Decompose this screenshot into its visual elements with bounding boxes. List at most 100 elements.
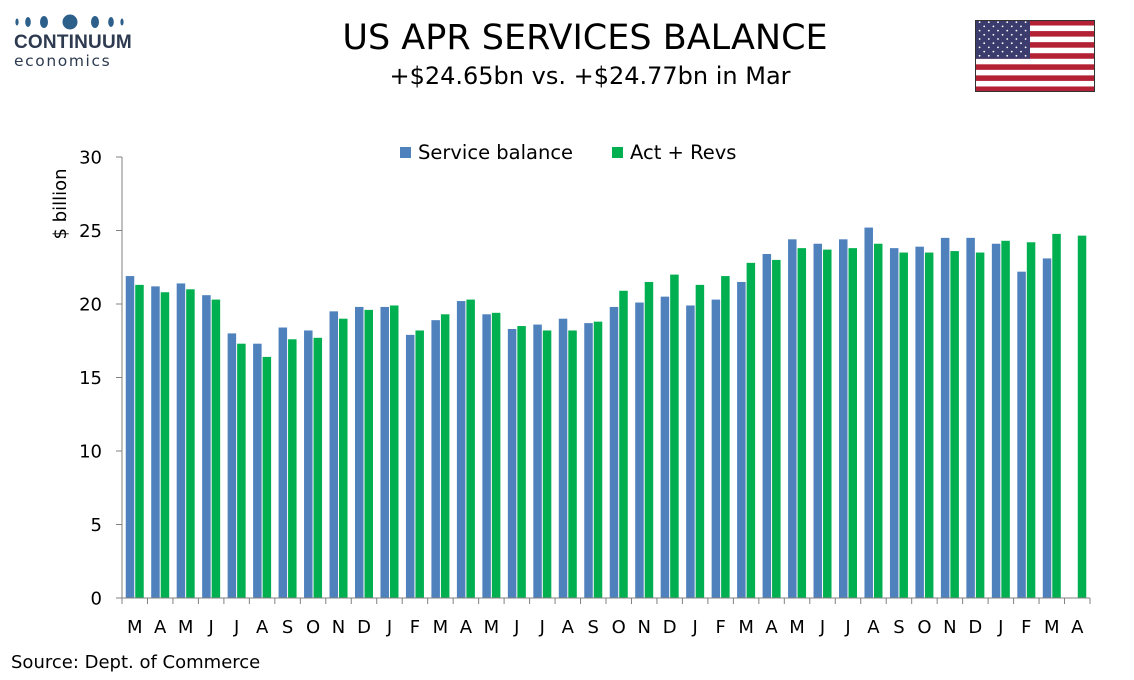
- bar-act-revs: [593, 321, 603, 598]
- bar-service-balance: [329, 311, 339, 598]
- x-tick-label: F: [715, 617, 725, 638]
- bar-act-revs: [1077, 235, 1087, 598]
- bar-service-balance: [940, 237, 950, 598]
- bar-act-revs: [389, 305, 399, 598]
- us-flag-icon: [975, 20, 1095, 92]
- bar-service-balance: [762, 254, 772, 598]
- bar-service-balance: [125, 276, 135, 598]
- y-tick-label: 30: [79, 148, 102, 169]
- bar-act-revs: [924, 252, 934, 599]
- x-tick-label: A: [562, 617, 575, 638]
- x-tick-label: J: [819, 617, 825, 638]
- bar-service-balance: [202, 295, 211, 598]
- continuum-logo: CONTINUUM economics: [14, 14, 144, 70]
- x-tick-label: J: [844, 617, 850, 638]
- x-tick-label: A: [256, 617, 269, 638]
- x-tick-label: J: [692, 617, 698, 638]
- bar-service-balance: [151, 286, 160, 598]
- x-tick-label: M: [178, 617, 194, 638]
- x-tick-label: J: [513, 617, 519, 638]
- bar-act-revs: [262, 356, 272, 598]
- x-tick-label: J: [539, 617, 545, 638]
- bar-act-revs: [186, 289, 195, 598]
- bar-act-revs: [1026, 242, 1036, 598]
- bar-act-revs: [772, 259, 781, 598]
- bar-act-revs: [542, 330, 552, 598]
- legend-swatch-service-balance: [400, 147, 411, 158]
- y-tick-label: 20: [79, 295, 102, 316]
- x-tick-label: D: [663, 617, 677, 638]
- bar-act-revs: [746, 262, 756, 598]
- bar-service-balance: [558, 318, 568, 598]
- chart-subtitle: +$24.65bn vs. +$24.77bn in Mar: [389, 62, 791, 90]
- bar-service-balance: [1017, 271, 1026, 598]
- x-tick-label: D: [968, 617, 982, 638]
- y-tick-label: 5: [91, 515, 102, 536]
- x-tick-label: M: [738, 617, 754, 638]
- bar-act-revs: [823, 249, 832, 599]
- bar-act-revs: [517, 326, 526, 598]
- legend-label-service-balance: Service balance: [418, 141, 573, 164]
- bar-service-balance: [253, 343, 262, 598]
- bar-act-revs: [721, 276, 730, 598]
- bar-service-balance: [991, 243, 1001, 599]
- bar-act-revs: [288, 339, 297, 598]
- y-tick-label: 10: [79, 442, 102, 463]
- bar-act-revs: [313, 337, 323, 598]
- bar-service-balance: [176, 283, 186, 598]
- x-tick-label: M: [484, 617, 500, 638]
- x-tick-label: S: [893, 617, 904, 638]
- x-tick-label: O: [917, 617, 931, 638]
- bar-act-revs: [339, 318, 348, 598]
- bar-service-balance: [227, 333, 237, 598]
- chart-title: US APR SERVICES BALANCE: [342, 18, 828, 58]
- y-axis-label: $ billion: [50, 168, 71, 239]
- bar-service-balance: [609, 306, 619, 598]
- bar-service-balance: [635, 302, 644, 598]
- logo-subtitle: economics: [14, 52, 112, 70]
- x-tick-label: N: [332, 617, 345, 638]
- bar-act-revs: [466, 299, 475, 598]
- bar-service-balance: [1042, 258, 1052, 598]
- bar-service-balance: [737, 281, 746, 598]
- bar-service-balance: [507, 328, 517, 598]
- x-tick-label: M: [789, 617, 805, 638]
- bar-act-revs: [237, 343, 246, 598]
- bar-service-balance: [915, 246, 924, 599]
- bar-act-revs: [848, 248, 857, 598]
- bar-act-revs: [975, 252, 985, 599]
- x-tick-label: O: [612, 617, 626, 638]
- x-tick-label: M: [1044, 617, 1060, 638]
- logo-name: CONTINUUM: [14, 32, 132, 53]
- bar-service-balance: [788, 239, 797, 598]
- legend-label-act-revs: Act + Revs: [630, 141, 736, 164]
- x-tick-label: J: [386, 617, 392, 638]
- y-tick-label: 15: [79, 368, 102, 389]
- bar-act-revs: [797, 248, 807, 598]
- x-tick-label: A: [867, 617, 880, 638]
- x-tick-label: M: [433, 617, 449, 638]
- bar-act-revs: [440, 314, 450, 598]
- x-tick-label: A: [1071, 617, 1084, 638]
- x-tick-label: A: [765, 617, 778, 638]
- bar-act-revs: [160, 292, 170, 598]
- bar-act-revs: [491, 312, 501, 598]
- bar-act-revs: [619, 290, 628, 598]
- x-tick-label: N: [943, 617, 956, 638]
- bar-service-balance: [456, 301, 466, 598]
- bar-service-balance: [584, 323, 593, 598]
- bar-service-balance: [431, 320, 440, 598]
- bar-service-balance: [278, 327, 288, 598]
- x-tick-label: F: [410, 617, 420, 638]
- bar-service-balance: [711, 299, 721, 598]
- bar-act-revs: [1001, 240, 1010, 599]
- bar-act-revs: [568, 330, 577, 598]
- bar-service-balance: [966, 237, 975, 598]
- x-tick-label: O: [306, 617, 320, 638]
- bar-act-revs: [211, 299, 221, 598]
- bar-service-balance: [304, 330, 313, 598]
- bar-act-revs: [670, 274, 679, 598]
- bar-act-revs: [644, 281, 654, 598]
- y-tick-label: 0: [91, 589, 102, 610]
